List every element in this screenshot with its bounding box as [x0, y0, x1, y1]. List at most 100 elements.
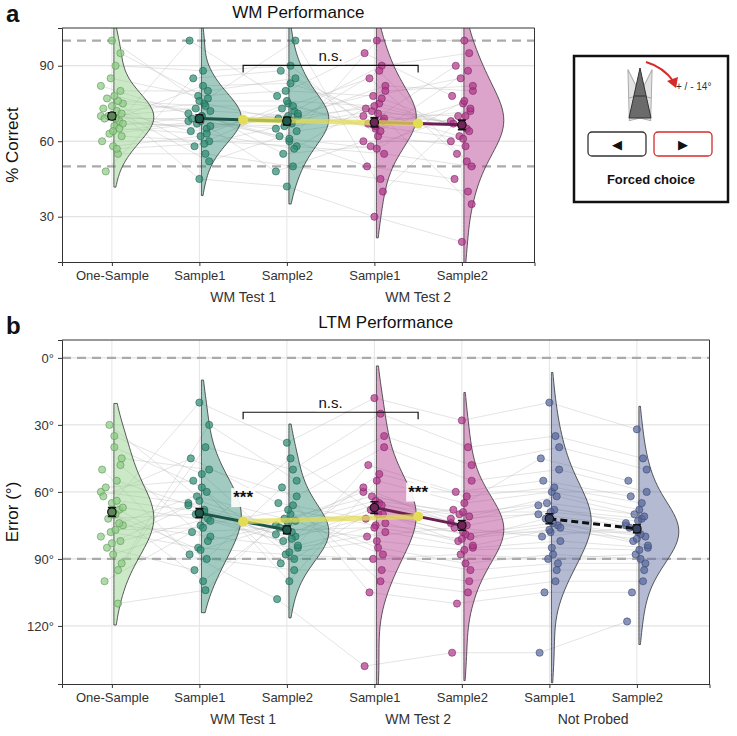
plot-marks [62, 358, 710, 684]
tick: Sample1 [174, 262, 225, 283]
point [452, 62, 459, 69]
test-mean-line [243, 516, 418, 521]
choice-button-label: ▶ [678, 137, 688, 152]
y-axis-title: % Correct [3, 107, 22, 183]
axis-line [63, 263, 536, 267]
point [201, 140, 208, 147]
test-mean-line [243, 120, 418, 124]
tick: Sample1 [349, 684, 400, 705]
point [112, 526, 119, 533]
grid-line-vertical [286, 28, 287, 262]
point [636, 546, 643, 553]
point [191, 143, 198, 150]
panel: 0°30°60°90°120°One-SampleSample1Sample2S… [3, 312, 710, 727]
tick-label: Sample2 [262, 690, 313, 705]
point [463, 493, 470, 500]
violin [376, 28, 416, 238]
point [107, 75, 114, 82]
point [202, 444, 209, 451]
point [556, 444, 563, 451]
point [447, 138, 454, 145]
tick: 120° [27, 619, 62, 634]
error-bar [458, 120, 466, 130]
point [278, 105, 285, 112]
tick-mark [58, 626, 62, 627]
choice-button [588, 132, 646, 156]
point [199, 524, 206, 531]
point [625, 477, 632, 484]
point [457, 75, 464, 82]
tick-label: One-Sample [76, 690, 149, 705]
tick-mark [58, 425, 62, 426]
reference-line [62, 357, 710, 359]
point [535, 511, 542, 518]
x-axis: One-SampleSample1Sample2Sample1Sample2Sa… [63, 684, 711, 705]
violin [201, 28, 241, 196]
point [376, 67, 383, 74]
point [98, 466, 105, 473]
grid-line [62, 625, 710, 626]
point [628, 589, 635, 596]
point [207, 517, 214, 524]
tick-mark [58, 492, 62, 493]
point [113, 497, 120, 504]
point [468, 477, 475, 484]
point [540, 477, 547, 484]
tick-mark [199, 684, 200, 688]
point [376, 470, 383, 477]
tick: Sample1 [174, 684, 225, 705]
point [111, 432, 118, 439]
point [464, 589, 471, 596]
tick: One-Sample [76, 262, 149, 283]
point [552, 578, 559, 585]
point [294, 542, 301, 549]
tick-mark [637, 684, 638, 688]
test-mean [238, 115, 248, 125]
inset-caption: Forced choice [607, 172, 695, 187]
point [461, 97, 468, 104]
tick-mark [58, 66, 62, 67]
frame-line [62, 28, 535, 29]
point [204, 537, 211, 544]
tick: Sample2 [437, 684, 488, 705]
point [103, 95, 110, 102]
panel-title: LTM Performance [318, 313, 453, 332]
paired-line [199, 403, 287, 443]
point [108, 540, 115, 547]
point [381, 444, 388, 451]
violin [114, 28, 154, 187]
point [275, 499, 282, 506]
point [100, 105, 107, 112]
grid-line [62, 357, 710, 358]
error-bar [108, 508, 116, 517]
point [551, 484, 558, 491]
point [467, 566, 474, 573]
point [287, 80, 294, 87]
point [458, 417, 465, 424]
point [109, 128, 116, 135]
violin [464, 28, 504, 262]
point [289, 502, 296, 509]
point [363, 533, 370, 540]
point [546, 526, 553, 533]
point [382, 529, 389, 536]
tick-label: Sample2 [437, 268, 488, 283]
mean-point [633, 525, 641, 533]
point [288, 535, 295, 542]
point [538, 533, 545, 540]
point [552, 432, 559, 439]
tick-label: Sample1 [349, 268, 400, 283]
point [623, 618, 630, 625]
error-bar [195, 115, 203, 122]
point [633, 535, 640, 542]
paired-line [559, 447, 647, 469]
point [373, 477, 380, 484]
point [641, 513, 648, 520]
point [198, 470, 205, 477]
tick-mark [549, 684, 550, 688]
point [114, 566, 121, 573]
point [360, 138, 367, 145]
tick-label: One-Sample [76, 268, 149, 283]
point [374, 110, 381, 117]
group-label: WM Test 1 [210, 711, 276, 727]
